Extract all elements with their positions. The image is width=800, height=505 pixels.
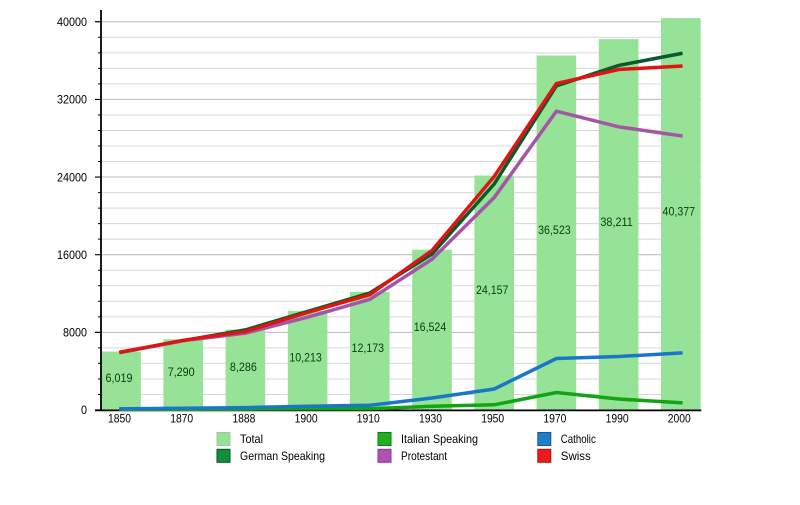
svg-text:24000: 24000: [57, 170, 87, 184]
svg-text:1930: 1930: [419, 412, 442, 426]
svg-text:40,377: 40,377: [663, 204, 696, 218]
svg-text:7,290: 7,290: [168, 365, 195, 379]
svg-text:40000: 40000: [57, 15, 87, 29]
svg-text:16000: 16000: [57, 248, 87, 262]
svg-text:12,173: 12,173: [352, 341, 385, 355]
svg-text:16,524: 16,524: [414, 320, 447, 334]
svg-text:1888: 1888: [232, 412, 255, 426]
svg-text:Italian Speaking: Italian Speaking: [401, 432, 478, 446]
svg-text:1910: 1910: [357, 412, 380, 426]
svg-text:Swiss: Swiss: [561, 449, 591, 463]
svg-text:10,213: 10,213: [289, 351, 322, 365]
svg-text:Total: Total: [240, 432, 263, 446]
svg-text:2000: 2000: [668, 412, 691, 426]
svg-text:1970: 1970: [543, 412, 566, 426]
svg-text:1850: 1850: [108, 412, 131, 426]
svg-text:1870: 1870: [170, 412, 193, 426]
svg-text:8,286: 8,286: [230, 360, 257, 374]
svg-text:1900: 1900: [295, 412, 318, 426]
svg-text:1990: 1990: [606, 412, 629, 426]
svg-text:Protestant: Protestant: [401, 449, 448, 463]
svg-text:24,157: 24,157: [476, 283, 509, 297]
svg-text:Catholic: Catholic: [561, 432, 596, 446]
svg-text:36,523: 36,523: [538, 223, 571, 237]
svg-text:6,019: 6,019: [106, 371, 133, 385]
svg-text:38,211: 38,211: [600, 215, 633, 229]
svg-text:German Speaking: German Speaking: [240, 449, 325, 463]
svg-text:0: 0: [81, 403, 87, 417]
svg-text:32000: 32000: [57, 93, 87, 107]
svg-text:1950: 1950: [481, 412, 504, 426]
svg-text:8000: 8000: [63, 326, 87, 340]
